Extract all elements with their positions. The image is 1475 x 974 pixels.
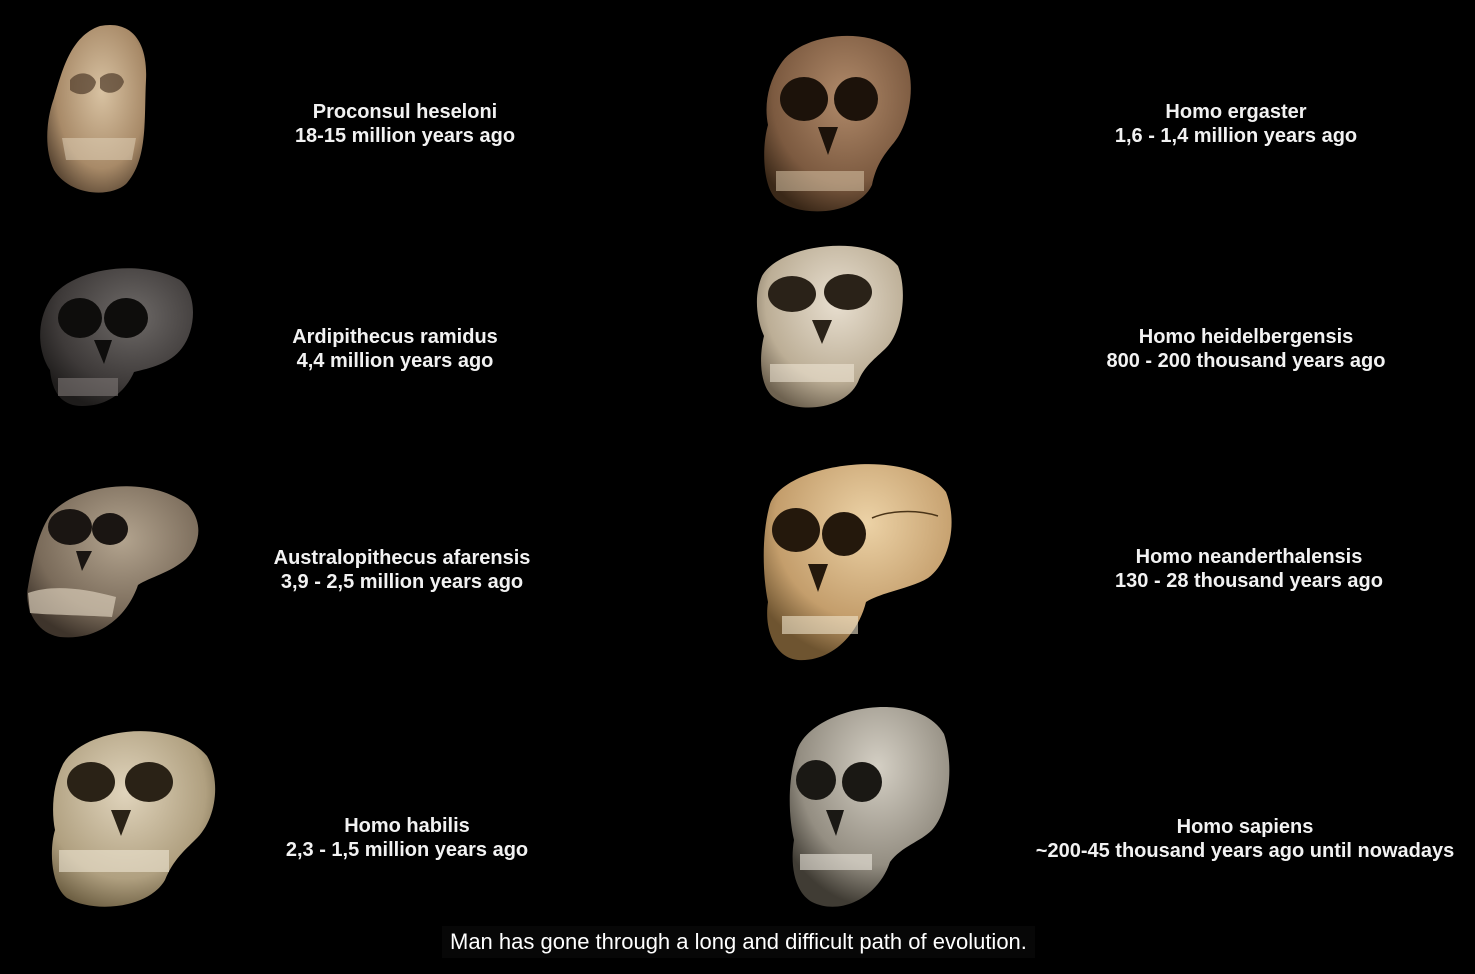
species-period: 4,4 million years ago bbox=[296, 350, 494, 372]
skull-homo-habilis bbox=[51, 731, 216, 907]
species-period: 1,6 - 1,4 million years ago bbox=[1114, 125, 1358, 147]
species-name: Homo ergaster bbox=[1165, 101, 1307, 123]
species-name: Ardipithecus ramidus bbox=[292, 326, 498, 348]
species-caption: Homo heidelbergensis 800 - 200 thousand … bbox=[1070, 325, 1422, 373]
skull-homo-ergaster bbox=[764, 35, 911, 212]
species-name: Homo heidelbergensis bbox=[1138, 326, 1354, 348]
skull-homo-sapiens bbox=[789, 707, 950, 907]
skull-australopithecus-afarensis bbox=[27, 486, 199, 638]
species-name: Homo neanderthalensis bbox=[1135, 546, 1363, 568]
species-caption: Homo ergaster 1,6 - 1,4 million years ag… bbox=[1060, 100, 1412, 148]
species-name: Proconsul heseloni bbox=[312, 101, 498, 123]
skull-proconsul-heseloni bbox=[47, 24, 147, 193]
species-caption: Homo habilis 2,3 - 1,5 million years ago bbox=[232, 814, 582, 862]
species-period: 800 - 200 thousand years ago bbox=[1106, 350, 1386, 372]
skull-homo-heidelbergensis bbox=[756, 245, 903, 408]
skull-ardipithecus-ramidus bbox=[40, 268, 193, 406]
species-caption: Homo sapiens ~200-45 thousand years ago … bbox=[1025, 815, 1465, 863]
species-period: 130 - 28 thousand years ago bbox=[1115, 570, 1383, 592]
species-caption: Australopithecus afarensis 3,9 - 2,5 mil… bbox=[227, 546, 577, 594]
species-period: ~200-45 thousand years ago until nowaday… bbox=[1035, 840, 1455, 862]
skull-homo-neanderthalensis bbox=[763, 464, 952, 661]
species-period: 3,9 - 2,5 million years ago bbox=[280, 571, 524, 593]
species-caption: Proconsul heseloni 18-15 million years a… bbox=[230, 100, 580, 148]
species-name: Australopithecus afarensis bbox=[273, 547, 531, 569]
species-caption: Ardipithecus ramidus 4,4 million years a… bbox=[220, 325, 570, 373]
species-name: Homo sapiens bbox=[1176, 816, 1314, 838]
species-period: 18-15 million years ago bbox=[294, 125, 516, 147]
species-caption: Homo neanderthalensis 130 - 28 thousand … bbox=[1073, 545, 1425, 593]
species-name: Homo habilis bbox=[344, 815, 470, 837]
species-period: 2,3 - 1,5 million years ago bbox=[285, 839, 529, 861]
video-subtitle: Man has gone through a long and difficul… bbox=[442, 926, 1035, 958]
